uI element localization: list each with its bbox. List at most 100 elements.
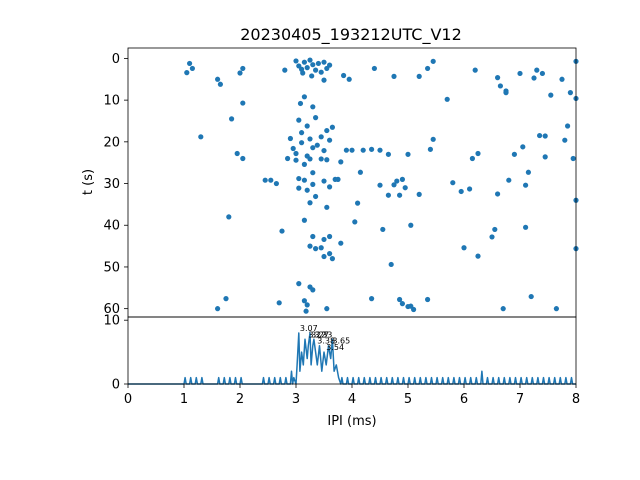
- raster-point: [467, 186, 473, 192]
- raster-point: [318, 156, 324, 162]
- raster-point: [327, 137, 333, 143]
- x-tick-label: 2: [236, 392, 244, 407]
- raster-point: [313, 193, 319, 200]
- raster-point: [293, 157, 299, 163]
- raster-point: [310, 233, 316, 240]
- raster-point: [534, 67, 540, 73]
- raster-point: [307, 57, 313, 63]
- raster-point: [338, 159, 344, 165]
- raster-point: [388, 261, 394, 268]
- raster-point: [313, 115, 319, 121]
- raster-point: [523, 224, 529, 230]
- raster-point: [324, 204, 330, 210]
- raster-point: [469, 155, 475, 162]
- raster-point: [346, 76, 352, 82]
- x-tick-label: 6: [460, 392, 468, 407]
- raster-point: [329, 256, 335, 262]
- raster-point: [318, 134, 324, 140]
- raster-point: [189, 65, 195, 72]
- x-axis-label: IPI (ms): [327, 414, 376, 429]
- hist-y-tick-label: 0: [112, 378, 120, 393]
- raster-point: [296, 281, 302, 287]
- raster-point: [313, 67, 319, 73]
- raster-point: [321, 147, 327, 154]
- raster-point: [553, 306, 560, 312]
- raster-point: [290, 145, 296, 152]
- raster-point: [304, 123, 310, 129]
- raster-point: [520, 144, 526, 150]
- raster-point: [327, 251, 333, 257]
- raster-point: [495, 75, 501, 81]
- raster-point: [349, 147, 355, 153]
- raster-point: [394, 178, 400, 184]
- raster-point: [495, 191, 501, 197]
- raster-point: [425, 296, 431, 303]
- raster-point: [297, 100, 304, 107]
- raster-point: [299, 140, 305, 146]
- raster-point: [327, 233, 333, 240]
- raster-point: [352, 219, 358, 225]
- raster-point: [282, 67, 288, 73]
- raster-point: [380, 226, 386, 233]
- hist-y-tick-label: 10: [103, 314, 120, 329]
- raster-point: [531, 75, 537, 81]
- raster-point: [310, 145, 316, 151]
- raster-point: [492, 226, 498, 233]
- raster-point: [408, 222, 414, 228]
- raster-point: [301, 217, 307, 223]
- raster-point: [427, 146, 433, 152]
- raster-point: [542, 154, 548, 160]
- y-tick-label: 50: [103, 260, 120, 275]
- chart-title: 20230405_193212UTC_V12: [240, 25, 462, 45]
- raster-point: [215, 76, 221, 82]
- raster-point: [402, 185, 408, 191]
- peak-label: 3.22: [308, 330, 326, 339]
- raster-point: [229, 116, 235, 122]
- raster-point: [240, 155, 246, 162]
- raster-point: [523, 182, 529, 188]
- raster-point: [215, 306, 221, 312]
- raster-point: [296, 185, 302, 191]
- raster-point: [301, 59, 307, 65]
- y-tick-label: 30: [103, 177, 120, 192]
- raster-point: [539, 70, 546, 77]
- raster-point: [416, 73, 422, 79]
- raster-point: [237, 70, 243, 76]
- raster-point: [489, 234, 495, 240]
- peak-label: 3.38: [317, 337, 335, 346]
- raster-point: [310, 170, 316, 176]
- raster-point: [187, 60, 193, 67]
- raster-point: [444, 96, 450, 102]
- raster-point: [321, 178, 327, 184]
- raster-point: [310, 181, 316, 187]
- histogram-frame: [127, 316, 577, 385]
- raster-point: [321, 77, 327, 83]
- raster-point: [360, 147, 366, 153]
- raster-point: [310, 104, 316, 110]
- raster-point: [430, 58, 436, 64]
- raster-point: [511, 151, 517, 157]
- y-tick-label: 60: [103, 302, 120, 317]
- raster-point: [307, 136, 313, 142]
- raster-point: [565, 123, 571, 129]
- raster-point: [321, 59, 327, 65]
- raster-point: [500, 306, 506, 312]
- raster-point: [287, 135, 293, 142]
- raster-point: [369, 296, 375, 302]
- raster-point: [198, 134, 204, 140]
- raster-point: [461, 245, 467, 251]
- raster-point: [425, 65, 431, 72]
- raster-point: [240, 65, 246, 72]
- raster-point: [472, 67, 478, 73]
- raster-point: [475, 253, 481, 259]
- raster-point: [385, 192, 391, 198]
- raster-point: [397, 192, 403, 198]
- y-axis-label: t (s): [81, 169, 96, 195]
- raster-point: [567, 90, 574, 96]
- raster-point: [285, 155, 291, 162]
- raster-point: [296, 117, 302, 123]
- raster-point: [517, 70, 523, 77]
- raster-point: [321, 236, 327, 243]
- x-tick-label: 3: [292, 392, 300, 407]
